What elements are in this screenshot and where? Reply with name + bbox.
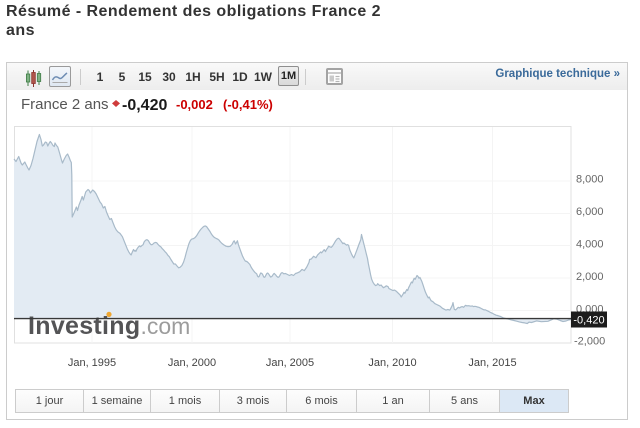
svg-text:Jan, 2000: Jan, 2000 (168, 357, 216, 369)
svg-text:2,000: 2,000 (576, 271, 604, 283)
svg-text:-2,000: -2,000 (574, 336, 605, 348)
svg-text:Jan, 2005: Jan, 2005 (266, 357, 314, 369)
svg-text:6,000: 6,000 (576, 206, 604, 218)
svg-text:Jan, 2015: Jan, 2015 (468, 357, 516, 369)
svg-text:4,000: 4,000 (576, 239, 604, 251)
svg-text:Jan, 2010: Jan, 2010 (368, 357, 416, 369)
svg-text:-0,420: -0,420 (573, 315, 604, 327)
svg-text:Investing.com: Investing.com (28, 312, 190, 340)
svg-text:8,000: 8,000 (576, 174, 604, 186)
svg-text:Jan, 1995: Jan, 1995 (68, 357, 116, 369)
